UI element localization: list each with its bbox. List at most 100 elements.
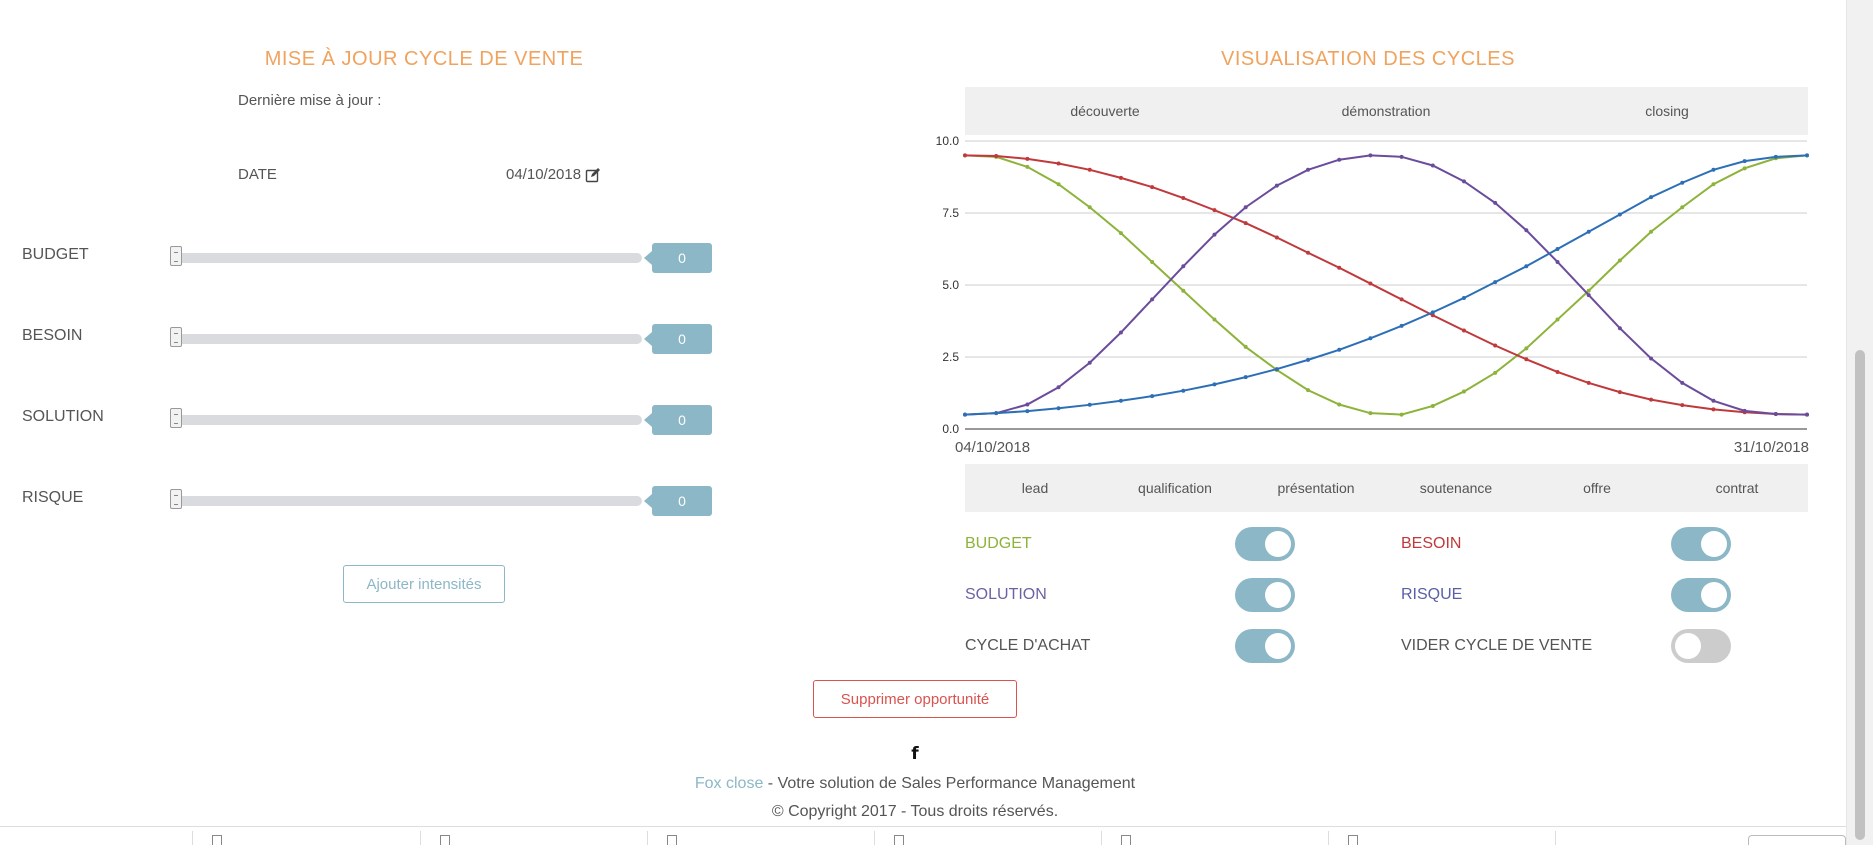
cycles-chart: 0.0 2.5 5.0 7.5 10.0 04/10/2018 31/10/2018 xyxy=(936,134,1809,456)
copyright: © Copyright 2017 - Tous droits réservés. xyxy=(771,803,1059,820)
data-point xyxy=(1274,367,1279,372)
data-point xyxy=(1555,247,1560,251)
vertical-scrollbar[interactable] xyxy=(1846,0,1873,845)
slider-handle[interactable] xyxy=(170,489,182,509)
data-point xyxy=(1056,406,1061,411)
slider-track[interactable] xyxy=(172,415,642,425)
data-point xyxy=(1118,231,1123,236)
data-point xyxy=(1087,205,1092,210)
y-tick-label: 2.5 xyxy=(942,350,959,364)
data-point xyxy=(1805,153,1809,158)
data-point xyxy=(1212,208,1217,213)
toolbar-cell[interactable] xyxy=(667,835,677,845)
data-point xyxy=(1181,196,1186,201)
toggle-switch[interactable] xyxy=(1671,629,1731,663)
data-point xyxy=(1711,167,1716,172)
slider-handle[interactable] xyxy=(170,327,182,347)
data-point xyxy=(963,153,967,158)
slider-track[interactable] xyxy=(172,253,642,263)
update-panel-title: MISE À JOUR CYCLE DE VENTE xyxy=(264,48,584,70)
slider-track[interactable] xyxy=(172,334,642,344)
data-point xyxy=(1212,382,1217,387)
slider-value-badge: 0 xyxy=(644,486,712,516)
slider-value-badge: 0 xyxy=(644,243,712,273)
toggle-switch[interactable] xyxy=(1671,527,1731,561)
slider-value-badge: 0 xyxy=(644,324,712,354)
scrollbar-thumb[interactable] xyxy=(1855,350,1865,840)
toggle-label: VIDER CYCLE DE VENTE xyxy=(1401,637,1593,654)
data-point xyxy=(1649,356,1654,361)
data-point xyxy=(1337,265,1342,270)
data-point xyxy=(1493,280,1498,285)
bottom-toolbar xyxy=(0,826,1846,845)
phase-label: contrat xyxy=(1715,480,1759,496)
toolbar-cell[interactable] xyxy=(440,835,450,845)
data-point xyxy=(1368,281,1373,286)
toolbar-cell[interactable] xyxy=(1121,835,1131,845)
data-point xyxy=(1680,380,1685,385)
data-point xyxy=(1306,250,1311,255)
tagline-text: - Votre solution de Sales Performance Ma… xyxy=(763,775,1136,792)
slider-handle[interactable] xyxy=(170,408,182,428)
data-point xyxy=(1150,394,1155,399)
data-point xyxy=(1461,328,1466,333)
data-point xyxy=(1617,326,1622,331)
facebook-icon[interactable]: f xyxy=(911,744,919,764)
phase-label: découverte xyxy=(1070,103,1140,119)
data-point xyxy=(1586,288,1591,293)
toggle-switch[interactable] xyxy=(1671,578,1731,612)
top-phase-band: découverte démonstration closing xyxy=(965,87,1808,135)
data-point xyxy=(1025,409,1030,414)
data-point xyxy=(1680,205,1685,210)
slider-track[interactable] xyxy=(172,496,642,506)
data-point xyxy=(1337,347,1342,352)
toolbar-cell[interactable] xyxy=(212,835,222,845)
toolbar-cell[interactable] xyxy=(1348,835,1358,845)
data-point xyxy=(1118,330,1123,335)
data-point xyxy=(1430,310,1435,315)
slider-label: SOLUTION xyxy=(22,408,104,425)
data-point xyxy=(1493,200,1498,205)
date-value: 04/10/2018 xyxy=(506,166,582,183)
edit-icon[interactable] xyxy=(585,167,601,183)
data-point xyxy=(1711,398,1716,403)
data-point xyxy=(963,412,967,417)
data-point xyxy=(1056,182,1061,187)
delete-opportunity-button[interactable]: Supprimer opportunité xyxy=(813,680,1017,718)
bottom-phase-band: lead qualification présentation soutenan… xyxy=(965,464,1808,512)
slider-solution: SOLUTION 0 xyxy=(22,398,712,438)
data-point xyxy=(1524,264,1529,269)
brand-link[interactable]: Fox close xyxy=(694,775,764,792)
data-point xyxy=(1399,297,1404,302)
toggle-switch[interactable] xyxy=(1235,629,1295,663)
data-point xyxy=(1306,357,1311,362)
toolbar-button[interactable] xyxy=(1748,835,1846,845)
toggle-switch[interactable] xyxy=(1235,527,1295,561)
data-point xyxy=(1087,167,1092,172)
data-point xyxy=(1274,183,1279,188)
footer-tagline: Fox close - Votre solution de Sales Perf… xyxy=(0,775,1830,793)
toggle-solution: SOLUTION xyxy=(965,578,1315,614)
slider-handle[interactable] xyxy=(170,246,182,266)
data-point xyxy=(1711,407,1716,412)
data-point xyxy=(1555,259,1560,264)
toggle-risque: RISQUE xyxy=(1401,578,1751,614)
data-point xyxy=(1243,221,1248,226)
data-point xyxy=(1306,167,1311,172)
x-start-label: 04/10/2018 xyxy=(955,439,1030,456)
date-value-group[interactable]: 04/10/2018 xyxy=(506,166,601,183)
add-intensities-button[interactable]: Ajouter intensités xyxy=(343,565,505,603)
toggle-label: BESOIN xyxy=(1401,535,1462,552)
data-point xyxy=(1056,161,1061,166)
toggle-cycle-achat: CYCLE D'ACHAT xyxy=(965,629,1315,665)
data-point xyxy=(1212,317,1217,322)
data-point xyxy=(1243,344,1248,349)
data-point xyxy=(1243,205,1248,210)
data-point xyxy=(1430,313,1435,318)
toolbar-cell[interactable] xyxy=(894,835,904,845)
data-point xyxy=(1461,389,1466,394)
data-point xyxy=(1150,297,1155,302)
toggle-switch[interactable] xyxy=(1235,578,1295,612)
data-point xyxy=(1524,228,1529,233)
data-point xyxy=(1524,357,1529,362)
